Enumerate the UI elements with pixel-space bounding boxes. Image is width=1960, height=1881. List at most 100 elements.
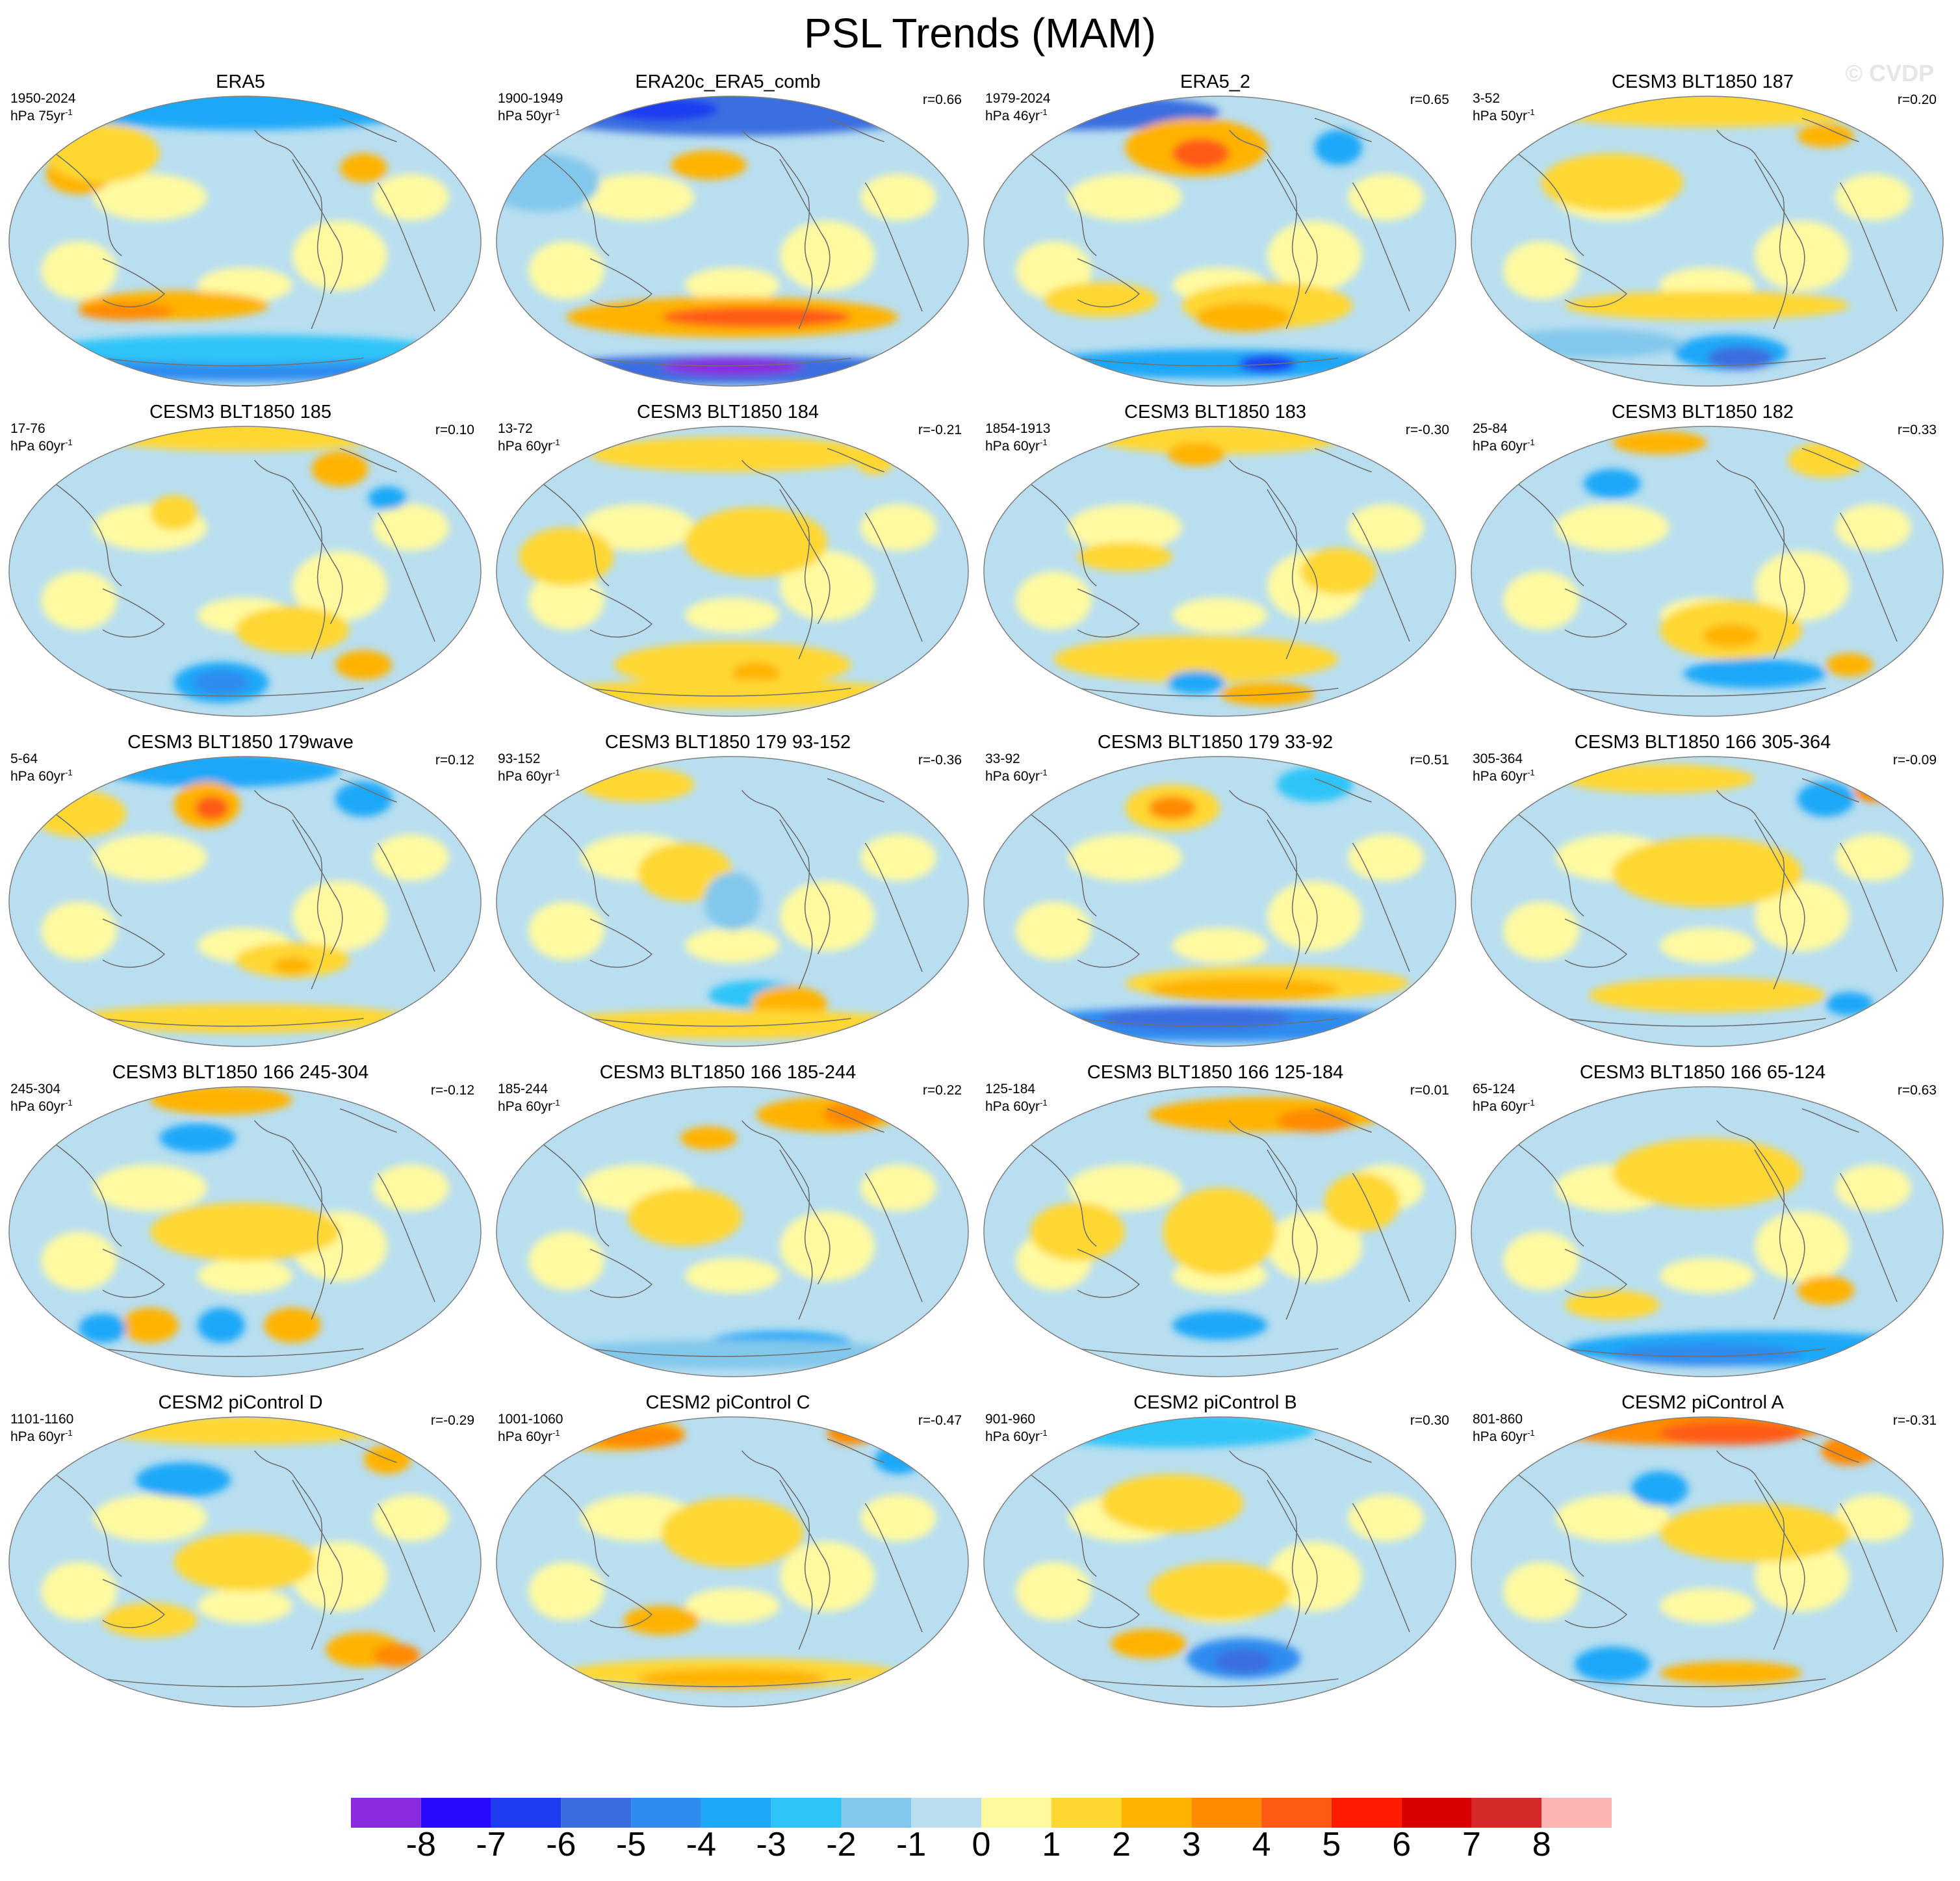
contour-region [195,796,229,820]
map-outline [1471,426,1944,717]
panel-unit: hPa 50yr-1 [498,107,560,123]
map-svg [8,1416,482,1707]
map-svg [983,426,1456,717]
contour-region [543,679,922,709]
panel-unit: hPa 60yr-1 [498,1428,560,1444]
contour-region [1503,241,1579,300]
contour-region [373,1494,449,1542]
contour-region [780,551,875,621]
panel-years: 25-84 [1473,421,1508,436]
colorbar-box [981,1798,1051,1828]
map-panel: CESM3 BLT1850 182 25-84 hPa 60yr-1 r=0.33 [1462,400,1944,725]
contour-region [198,1588,292,1624]
contour-region [1565,764,1755,794]
colorbar-tick-label: 8 [1532,1826,1551,1863]
contour-region [1016,902,1092,960]
contour-region [79,1314,127,1343]
panel-years: 1001-1060 [498,1412,563,1427]
contour-region [1835,834,1911,881]
contour-region [543,1009,922,1039]
contour-region [1660,1588,1755,1624]
map-panel: CESM3 BLT1850 179wave 5-64 hPa 60yr-1 r=0.1… [0,731,482,1056]
contour-region [1660,1258,1755,1293]
contour-region [860,834,936,881]
map-svg [1471,96,1944,387]
contour-region [198,1258,292,1293]
contour-region [292,881,387,952]
contour-region [1503,1232,1579,1290]
panel-title: CESM3 BLT1850 179 33-92 [1097,732,1334,753]
panel-years: 17-76 [10,421,45,436]
panel-title: CESM3 BLT1850 184 [637,402,819,422]
contour-region [1148,1097,1386,1132]
map-svg [8,426,482,717]
colorbar-box [1541,1798,1612,1828]
contour-region [780,220,875,291]
contour-region [1101,1007,1291,1030]
contour-region [638,1668,827,1689]
panel-title: CESM3 BLT1850 166 65-124 [1579,1062,1826,1083]
contour-region [79,1004,411,1033]
contour-region [860,174,936,221]
contour-region [150,495,198,530]
colorbar-tick-label: 0 [972,1826,991,1863]
map-outline [496,1086,969,1377]
map-svg [1471,1416,1944,1707]
map-svg [496,426,969,717]
contour-region [373,504,449,551]
map-panel: CESM3 BLT1850 184 13-72 hPa 60yr-1 r=-0.21 [487,400,969,725]
contour-region [1612,1138,1802,1208]
contour-region [1503,902,1579,960]
contour-region [1707,346,1774,370]
contour-region [1574,1646,1651,1682]
panel-title: CESM3 BLT1850 179wave [127,732,354,753]
map-svg [983,756,1456,1047]
panel-unit: hPa 60yr-1 [498,437,560,454]
contour-region [1276,1109,1353,1132]
panel-unit: hPa 50yr-1 [1473,107,1535,123]
contour-region [150,1087,292,1115]
contour-region [580,174,695,221]
panel-years: 33-92 [985,751,1020,766]
colorbar-box [351,1798,421,1828]
contour-region [613,642,851,688]
contour-region [1835,504,1911,551]
contour-region [732,662,780,686]
map-panel: CESM3 BLT1850 185 17-76 hPa 60yr-1 r=0.10 [0,400,482,725]
map-panel: CESM2 piControl A 801-860 hPa 60yr-1 r=-0.3… [1462,1391,1944,1716]
contour-region [1825,653,1874,677]
panel-correlation: r=-0.36 [918,753,962,768]
contour-region [1030,349,1410,379]
panel-title: CESM3 BLT1850 183 [1124,402,1306,422]
panel-title: CESM3 BLT1850 166 305-364 [1574,732,1831,753]
contour-region [1541,153,1684,212]
map-svg [1471,756,1944,1047]
contour-region [1835,174,1911,221]
colorbar-tick-label: -6 [546,1826,576,1863]
contour-region [1215,1650,1272,1673]
contour-region [1825,992,1874,1016]
contour-region [661,358,804,376]
contour-region [93,174,207,221]
contour-region [292,220,387,291]
map-panel: CESM3 BLT1850 187 3-52 hPa 50yr-1 r=0.20 [1462,70,1944,395]
contour-region [1555,504,1670,551]
panel-correlation: r=-0.12 [430,1083,474,1098]
colorbar-tick-label: -8 [406,1826,436,1863]
panel-years: 901-960 [985,1412,1036,1427]
contour-region [1797,1275,1855,1305]
contour-region [311,451,368,487]
panel-title: ERA5_2 [1180,71,1250,92]
panel-correlation: r=-0.47 [918,1413,962,1428]
panel-years: 1979-2024 [985,91,1051,106]
contour-region [1068,834,1182,881]
panel-years: 1101-1160 [10,1412,74,1427]
contour-region [1702,624,1760,647]
panel-years: 93-152 [498,751,541,766]
map-panel: CESM2 piControl D 1101-1160 hPa 60yr-1 r=-0… [0,1391,482,1716]
contour-region [1172,138,1230,168]
contour-region [1565,291,1850,320]
panel-correlation: r=0.01 [1410,1083,1449,1098]
contour-region [1196,302,1291,332]
colorbar-labels: -8 -7 -6 -5 -4 -3 -2 -1 0 1 2 3 4 5 6 7 8 [351,1825,1612,1877]
